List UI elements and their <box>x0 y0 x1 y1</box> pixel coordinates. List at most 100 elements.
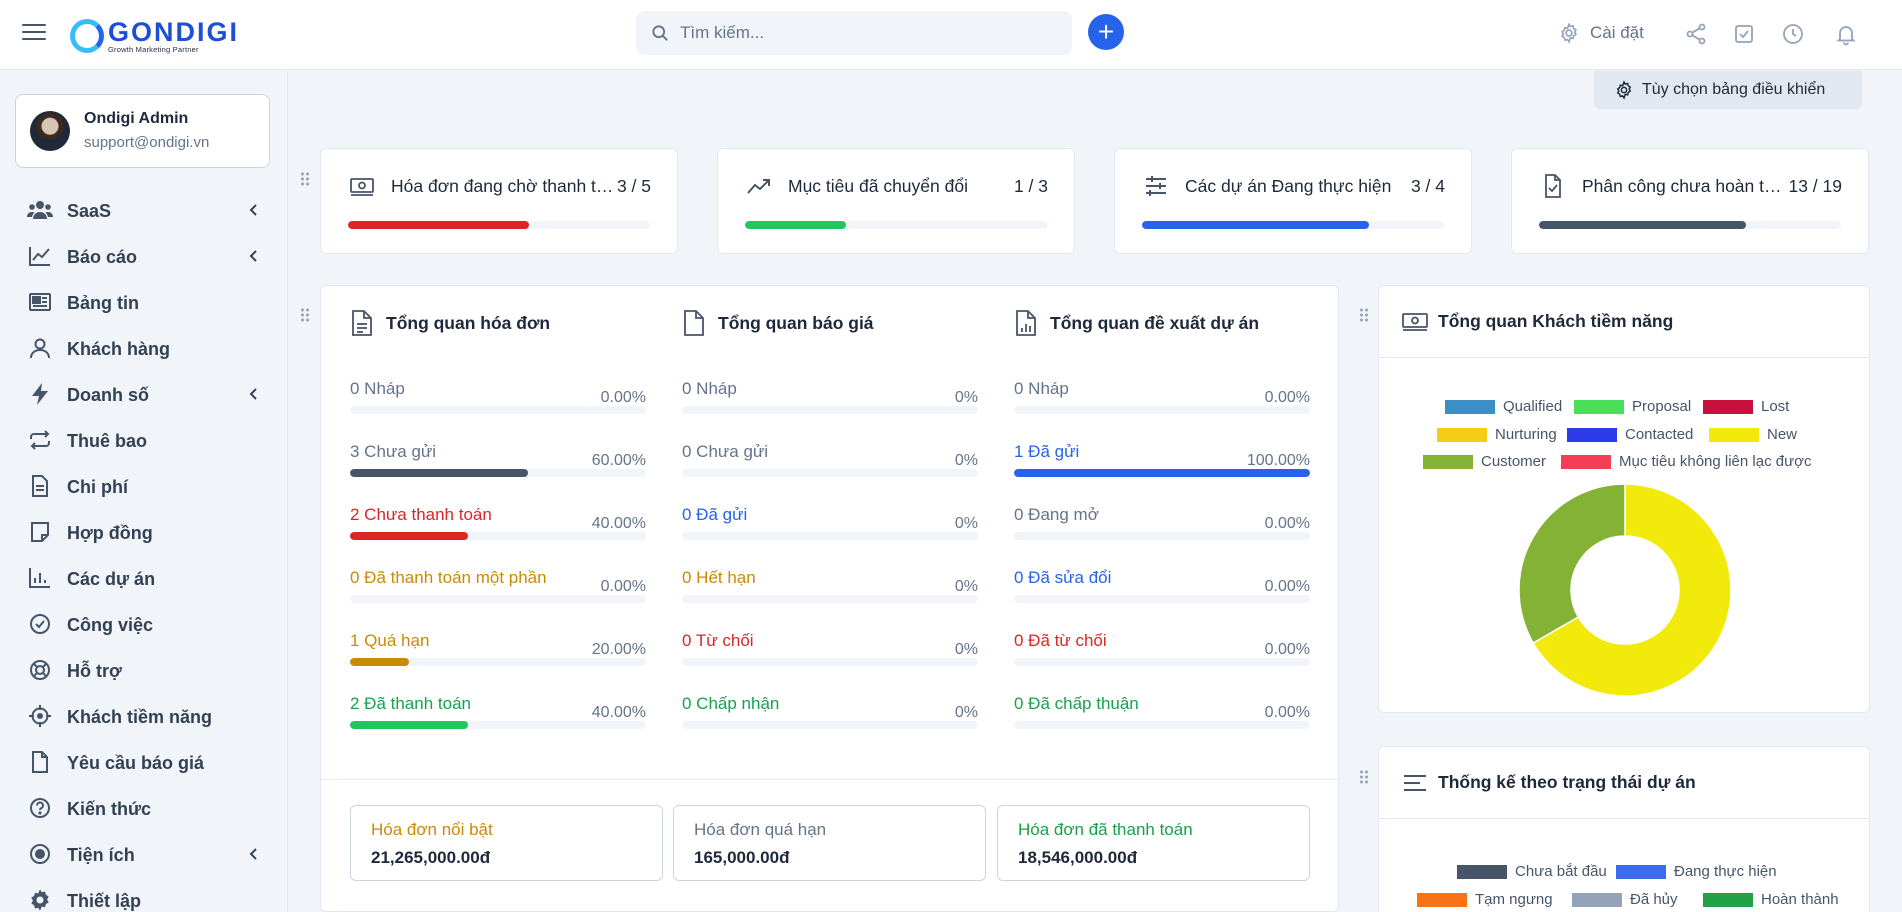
legend-swatch <box>1417 892 1467 907</box>
sidebar-item-quote-requests[interactable]: Yêu cầu báo giá <box>0 742 287 782</box>
drag-handle-icon[interactable] <box>300 171 310 187</box>
note-icon <box>31 522 49 542</box>
overview-row[interactable]: 3 Chưa gửi 60.00% <box>350 442 646 492</box>
stat-card-unfinished-assignments[interactable]: Phân công chưa hoàn thành 13 / 19 <box>1511 148 1869 254</box>
row-percent: 0.00% <box>1264 515 1310 532</box>
legend-item[interactable]: Tạm ngưng <box>1417 891 1553 908</box>
summary-value: 21,265,000.00đ <box>371 848 491 867</box>
legend-item[interactable]: Mục tiêu không liên lạc được <box>1561 453 1811 470</box>
legend-item[interactable]: New <box>1709 426 1797 443</box>
sidebar-item-support[interactable]: Hỗ trợ <box>0 650 287 690</box>
overview-row[interactable]: 0 Chấp nhận 0% <box>682 694 978 744</box>
legend-item[interactable]: Chưa bắt đầu <box>1457 863 1607 880</box>
legend-item[interactable]: Lost <box>1703 398 1789 415</box>
sidebar-item-knowledge[interactable]: Kiến thức <box>0 788 287 828</box>
overview-row[interactable]: 2 Đã thanh toán 40.00% <box>350 694 646 744</box>
gear-icon <box>1561 22 1577 44</box>
donut-slice-customer[interactable] <box>1518 483 1626 645</box>
stat-card-invoices-awaiting[interactable]: Hóa đơn đang chờ thanh toán 3 / 5 <box>320 148 678 254</box>
overview-row[interactable]: 1 Quá hạn 20.00% <box>350 631 646 681</box>
overview-row[interactable]: 0 Đã sửa đổi 0.00% <box>1014 568 1310 618</box>
bell-icon[interactable] <box>1834 22 1858 46</box>
overview-row[interactable]: 0 Từ chối 0% <box>682 631 978 681</box>
sidebar-item-subscriptions[interactable]: Thuê bao <box>0 420 287 460</box>
overview-row[interactable]: 2 Chưa thanh toán 40.00% <box>350 505 646 555</box>
profile-card[interactable]: Ondigi Admin support@ondigi.vn <box>15 94 270 168</box>
search-box <box>636 11 1072 55</box>
row-label: 0 Nháp <box>1014 379 1069 398</box>
overview-row[interactable]: 0 Nháp 0.00% <box>1014 379 1310 429</box>
row-label: 1 Đã gửi <box>1014 442 1080 461</box>
leads-donut-chart <box>1518 483 1732 697</box>
file-chart-icon <box>1016 310 1036 336</box>
logo-tagline: Growth Marketing Partner <box>108 44 199 54</box>
legend-item[interactable]: Hoàn thành <box>1703 891 1839 908</box>
legend-swatch <box>1703 892 1753 907</box>
sidebar-item-projects[interactable]: Các dự án <box>0 558 287 598</box>
sidebar-item-utilities[interactable]: Tiện ích <box>0 834 287 874</box>
sidebar-item-news[interactable]: Bảng tin <box>0 282 287 322</box>
search-input[interactable] <box>680 23 1060 43</box>
dashboard-options-button[interactable]: Tùy chọn bảng điều khiển <box>1594 71 1862 109</box>
overview-row[interactable]: 1 Đã gửi 100.00% <box>1014 442 1310 492</box>
clock-icon[interactable] <box>1781 22 1805 46</box>
menu-toggle-icon[interactable] <box>22 24 46 44</box>
row-percent: 40.00% <box>591 515 646 532</box>
overview-row[interactable]: 0 Hết hạn 0% <box>682 568 978 618</box>
legend-item[interactable]: Proposal <box>1574 398 1691 415</box>
drag-handle-icon[interactable] <box>1359 769 1369 785</box>
donut-slice-new[interactable] <box>1532 483 1732 697</box>
checkbox-icon[interactable] <box>1732 22 1756 46</box>
stat-progress-fill <box>1539 221 1746 229</box>
overview-row[interactable]: 0 Đã chấp thuận 0.00% <box>1014 694 1310 744</box>
sidebar-item-tasks[interactable]: Công việc <box>0 604 287 644</box>
sidebar-item-sales[interactable]: Doanh số <box>0 374 287 414</box>
drag-handle-icon[interactable] <box>1359 307 1369 323</box>
legend-label: Proposal <box>1632 398 1692 415</box>
overview-row[interactable]: 0 Nháp 0.00% <box>350 379 646 429</box>
logo-mark <box>70 19 104 53</box>
chevron-left-icon <box>249 204 257 216</box>
overview-row[interactable]: 0 Chưa gửi 0% <box>682 442 978 492</box>
legend-item[interactable]: Nurturing <box>1437 426 1557 443</box>
sidebar-item-customers[interactable]: Khách hàng <box>0 328 287 368</box>
sidebar-item-leads[interactable]: Khách tiềm năng <box>0 696 287 736</box>
overview-row[interactable]: 0 Đã gửi 0% <box>682 505 978 555</box>
overview-row[interactable]: 0 Đã thanh toán một phần 0.00% <box>350 568 646 618</box>
share-icon[interactable] <box>1684 22 1708 46</box>
newspaper-icon <box>29 293 51 311</box>
legend-item[interactable]: Đã hủy <box>1572 891 1678 908</box>
overview-row[interactable]: 0 Đã từ chối 0.00% <box>1014 631 1310 681</box>
legend-item[interactable]: Qualified <box>1445 398 1562 415</box>
stat-card-goals-converted[interactable]: Mục tiêu đã chuyển đổi 1 / 3 <box>717 148 1075 254</box>
panel-header: Thống kế theo trạng thái dự án <box>1379 747 1869 819</box>
sidebar-item-contracts[interactable]: Hợp đồng <box>0 512 287 552</box>
overview-panel: Tổng quan hóa đơn 0 Nháp 0.00% 3 Chưa gửi 6… <box>320 285 1339 912</box>
summary-card[interactable]: Hóa đơn nổi bật 21,265,000.00đ <box>350 805 663 881</box>
sidebar-item-reports[interactable]: Báo cáo <box>0 236 287 276</box>
row-label: 1 Quá hạn <box>350 631 430 650</box>
overview-row[interactable]: 0 Nháp 0% <box>682 379 978 429</box>
row-label: 0 Đã gửi <box>682 505 748 524</box>
settings-button[interactable]: Cài đặt <box>1558 22 1644 44</box>
stat-card-projects-in-progress[interactable]: Các dự án Đang thực hiện 3 / 4 <box>1114 148 1472 254</box>
dot-circle-icon <box>30 844 50 864</box>
stat-progress-fill <box>1142 221 1369 229</box>
sidebar-item-saas[interactable]: SaaS <box>0 190 287 230</box>
add-button[interactable]: + <box>1088 14 1124 50</box>
legend-item[interactable]: Đang thực hiện <box>1616 863 1777 880</box>
summary-card[interactable]: Hóa đơn quá hạn 165,000.00đ <box>673 805 986 881</box>
row-label: 0 Chưa gửi <box>682 442 769 461</box>
drag-handle-icon[interactable] <box>300 307 310 323</box>
overview-row[interactable]: 0 Đang mở 0.00% <box>1014 505 1310 555</box>
legend-item[interactable]: Contacted <box>1567 426 1693 443</box>
logo[interactable]: GONDIGI Growth Marketing Partner <box>70 16 239 56</box>
legend-item[interactable]: Customer <box>1423 453 1546 470</box>
sidebar-item-setup[interactable]: Thiết lập <box>0 880 287 912</box>
align-left-icon <box>1404 775 1426 791</box>
overview-title: Tổng quan báo giá <box>718 312 874 333</box>
sidebar-item-label: Doanh số <box>67 385 150 405</box>
row-progress-track <box>1014 532 1310 540</box>
sidebar-item-expenses[interactable]: Chi phí <box>0 466 287 506</box>
summary-card[interactable]: Hóa đơn đã thanh toán 18,546,000.00đ <box>997 805 1310 881</box>
